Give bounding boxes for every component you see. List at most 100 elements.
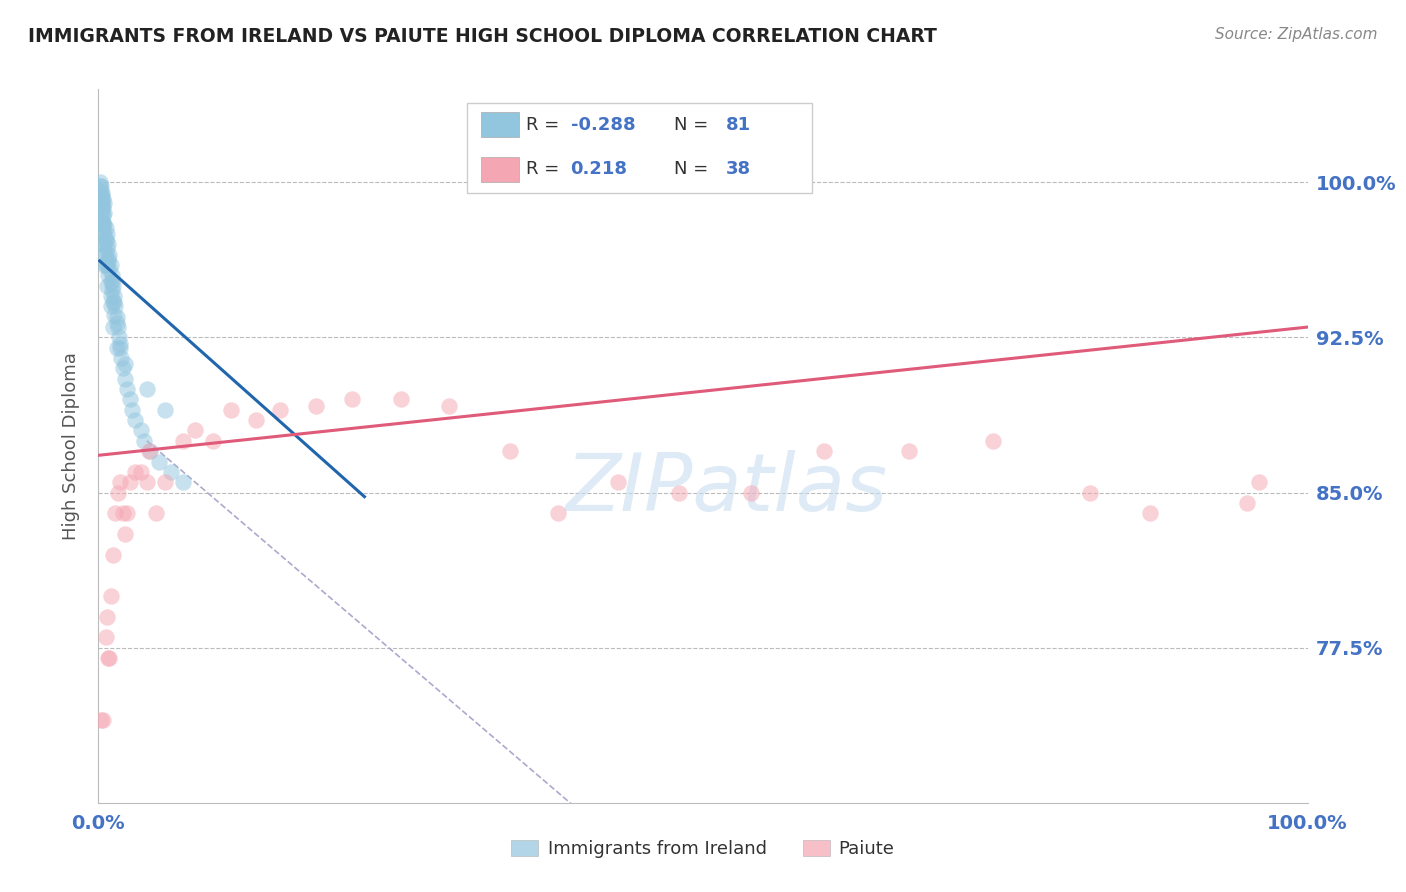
Point xyxy=(96,609,118,624)
Point xyxy=(121,402,143,417)
Point xyxy=(100,299,122,313)
Point xyxy=(94,220,117,235)
Point xyxy=(91,225,114,239)
Point xyxy=(93,248,115,262)
Point xyxy=(91,713,114,727)
Point xyxy=(114,372,136,386)
Point xyxy=(91,200,114,214)
Point xyxy=(104,299,127,313)
Point xyxy=(172,475,194,490)
Point xyxy=(245,413,267,427)
Point xyxy=(897,444,920,458)
Point xyxy=(93,227,115,241)
Point xyxy=(668,485,690,500)
Point xyxy=(160,465,183,479)
Point xyxy=(389,392,412,407)
Point xyxy=(1139,506,1161,520)
Point xyxy=(94,630,117,644)
Point xyxy=(342,392,364,407)
Point xyxy=(437,399,460,413)
Point xyxy=(91,217,114,231)
Point xyxy=(117,506,139,520)
Point xyxy=(105,341,128,355)
Point xyxy=(93,196,115,211)
Point xyxy=(91,186,114,200)
Point xyxy=(1249,475,1271,490)
Point xyxy=(129,465,152,479)
Point xyxy=(111,506,134,520)
Point xyxy=(148,454,170,468)
Text: Source: ZipAtlas.com: Source: ZipAtlas.com xyxy=(1215,27,1378,42)
Point xyxy=(94,233,117,247)
Point xyxy=(91,212,114,227)
Point xyxy=(114,357,136,371)
Point xyxy=(740,485,762,500)
Point xyxy=(139,444,162,458)
Point xyxy=(97,237,120,252)
Point xyxy=(97,252,120,266)
Point xyxy=(101,295,124,310)
Point xyxy=(101,278,124,293)
Point xyxy=(91,206,114,220)
Point xyxy=(135,475,157,490)
Point xyxy=(108,336,131,351)
Point xyxy=(547,506,569,520)
Point xyxy=(93,206,115,220)
Point xyxy=(97,253,120,268)
Point xyxy=(90,184,112,198)
Point xyxy=(107,485,129,500)
Point xyxy=(138,444,160,458)
Point xyxy=(100,589,122,603)
Point xyxy=(184,424,207,438)
Point xyxy=(91,208,114,222)
Legend: Immigrants from Ireland, Paiute: Immigrants from Ireland, Paiute xyxy=(505,832,901,865)
Point xyxy=(101,320,124,334)
Text: ZIPatlas: ZIPatlas xyxy=(567,450,889,528)
Point xyxy=(114,527,136,541)
Point xyxy=(91,192,114,206)
Point xyxy=(145,506,167,520)
Point xyxy=(105,316,128,330)
Point xyxy=(221,402,243,417)
Point xyxy=(89,175,111,189)
Point xyxy=(98,248,121,262)
Point xyxy=(91,237,114,252)
Point xyxy=(94,258,117,272)
Point xyxy=(103,289,125,303)
Point xyxy=(104,506,127,520)
Point xyxy=(91,200,114,214)
Point xyxy=(607,475,630,490)
Point xyxy=(100,275,122,289)
Point xyxy=(101,548,124,562)
Point xyxy=(100,268,122,283)
Point xyxy=(108,330,131,344)
Point xyxy=(94,245,117,260)
Point xyxy=(153,402,176,417)
Point xyxy=(91,217,114,231)
Point xyxy=(90,713,112,727)
Point xyxy=(118,392,141,407)
Point xyxy=(93,217,115,231)
Point xyxy=(135,382,157,396)
Point xyxy=(118,475,141,490)
Point xyxy=(153,475,176,490)
Point xyxy=(100,289,122,303)
Text: IMMIGRANTS FROM IRELAND VS PAIUTE HIGH SCHOOL DIPLOMA CORRELATION CHART: IMMIGRANTS FROM IRELAND VS PAIUTE HIGH S… xyxy=(28,27,936,45)
Point xyxy=(269,402,291,417)
Point xyxy=(108,341,131,355)
Point xyxy=(981,434,1004,448)
Point xyxy=(107,320,129,334)
Point xyxy=(96,227,118,241)
Point xyxy=(172,434,194,448)
Point xyxy=(97,651,120,665)
Y-axis label: High School Diploma: High School Diploma xyxy=(62,352,80,540)
Point xyxy=(100,275,122,289)
Point xyxy=(124,465,146,479)
Point xyxy=(498,444,520,458)
Point xyxy=(98,262,121,277)
Point xyxy=(96,242,118,256)
Point xyxy=(96,278,118,293)
Point xyxy=(94,233,117,247)
Point xyxy=(96,258,118,272)
Point xyxy=(124,413,146,427)
